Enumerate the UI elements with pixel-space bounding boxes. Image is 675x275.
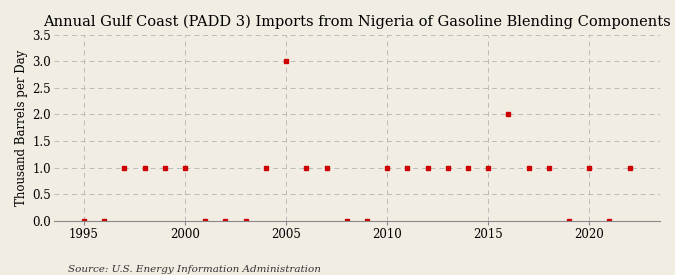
Y-axis label: Thousand Barrels per Day: Thousand Barrels per Day	[15, 50, 28, 206]
Title: Annual Gulf Coast (PADD 3) Imports from Nigeria of Gasoline Blending Components: Annual Gulf Coast (PADD 3) Imports from …	[43, 15, 671, 29]
Text: Source: U.S. Energy Information Administration: Source: U.S. Energy Information Administ…	[68, 265, 321, 274]
